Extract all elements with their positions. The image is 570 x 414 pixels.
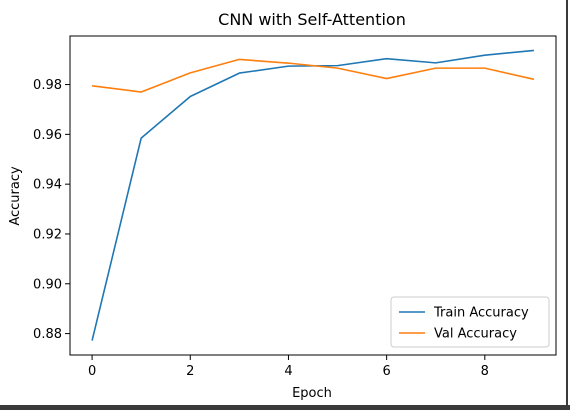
right-border	[558, 0, 570, 410]
y-tick-label: 0.92	[33, 227, 62, 242]
x-tick-label: 0	[88, 364, 96, 379]
x-tick-label: 6	[382, 364, 390, 379]
y-tick-label: 0.94	[33, 178, 62, 193]
y-tick-label: 0.96	[33, 128, 62, 143]
series-line-val	[91, 58, 535, 93]
x-axis-label: Epoch	[292, 386, 332, 401]
legend-label: Val Accuracy	[434, 327, 517, 342]
x-tick-label: 2	[186, 364, 194, 379]
y-tick-label: 0.88	[33, 327, 62, 342]
y-axis-label: Accuracy	[8, 166, 23, 226]
y-tick-label: 0.90	[33, 277, 62, 292]
legend-label: Train Accuracy	[433, 306, 529, 321]
axes-frame	[69, 35, 557, 356]
chart-title: CNN with Self-Attention	[218, 10, 406, 29]
x-tick-label: 8	[481, 364, 489, 379]
legend-box	[390, 296, 550, 348]
y-tick-label: 0.98	[33, 78, 62, 93]
plot-area: 0 2 4 6 8 0.88 0.90 0.92 0.94 0.96 0.98 Train Accur…	[33, 35, 557, 379]
x-tick-label: 4	[284, 364, 292, 379]
bottom-border	[0, 405, 570, 410]
